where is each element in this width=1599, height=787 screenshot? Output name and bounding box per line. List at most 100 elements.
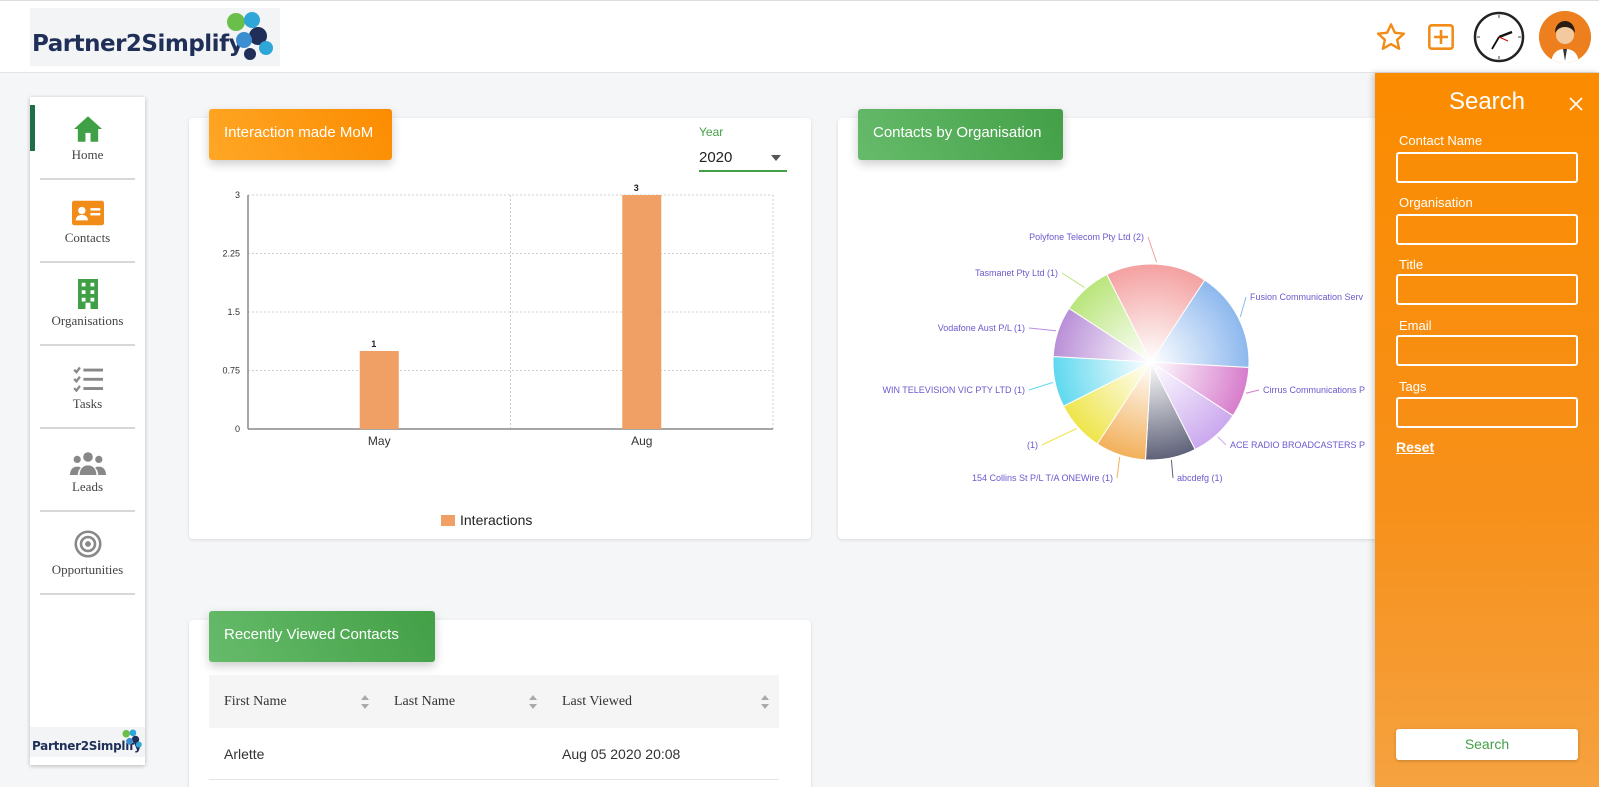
- title-input[interactable]: [1396, 274, 1578, 305]
- contact-name-label: Contact Name: [1399, 133, 1483, 148]
- clock-icon[interactable]: [1473, 11, 1525, 63]
- pie-slice-label: 154 Collins St P/L T/A ONEWire (1): [972, 473, 1113, 483]
- y-tick-label: 3: [235, 190, 240, 200]
- contact-name-input[interactable]: [1396, 152, 1578, 183]
- puzzle-logo-icon: [122, 729, 142, 748]
- year-label: Year: [699, 125, 724, 139]
- pie-slice[interactable]: [1150, 279, 1250, 369]
- interaction-chart-card: Interaction made MoM Year 2020 0 0.75 1.5 2…: [189, 109, 811, 539]
- x-tick-label: Aug: [631, 434, 652, 448]
- title-label: Title: [1399, 257, 1424, 272]
- year-value: 2020: [699, 149, 733, 166]
- column-label: Last Viewed: [562, 693, 633, 709]
- column-last-name[interactable]: Last Name: [379, 675, 547, 728]
- pie-slice-label: Vodafone Aust P/L (1): [938, 323, 1025, 333]
- pie-slice-label: ACE RADIO BROADCASTERS P: [1230, 440, 1365, 450]
- pie-slice-label: Polyfone Telecom Pty Ltd (2): [1029, 232, 1144, 242]
- sidebar-item-label: Contacts: [64, 230, 111, 245]
- email-input[interactable]: [1396, 335, 1578, 366]
- sort-icon[interactable]: [361, 695, 369, 709]
- pie-leader-line: [1028, 381, 1054, 391]
- sidebar-item-label: Tasks: [72, 396, 103, 411]
- organisation-input[interactable]: [1396, 214, 1578, 245]
- column-label: First Name: [224, 693, 287, 709]
- sidebar-item-home[interactable]: Home: [30, 97, 135, 180]
- recently-viewed-title: Recently Viewed Contacts: [209, 611, 435, 662]
- bar[interactable]: [359, 351, 399, 429]
- building-icon: [77, 279, 98, 309]
- pie-slice-label: WIN TELEVISION VIC PTY LTD (1): [882, 385, 1025, 395]
- bar-data-label: 1: [371, 339, 376, 349]
- search-panel: Search Contact Name Organisation Title E…: [1375, 73, 1599, 787]
- column-last-viewed[interactable]: Last Viewed: [547, 675, 779, 728]
- brand-name: Partner2Simplify: [32, 31, 244, 57]
- table-header: First Name Last Name Last Viewed: [209, 675, 779, 728]
- close-icon[interactable]: [1569, 96, 1583, 114]
- pie-leader-line: [1217, 436, 1227, 446]
- tags-label: Tags: [1399, 379, 1427, 394]
- sidebar-item-organisations[interactable]: Organisations: [40, 263, 135, 346]
- task-list-icon: [72, 366, 103, 392]
- favorites-star-icon[interactable]: [1373, 19, 1409, 55]
- pie-leader-line: [1041, 428, 1077, 446]
- target-icon: [73, 530, 102, 558]
- sidebar-brand-logo: Partner2Simplify: [30, 727, 145, 757]
- sidebar-item-tasks[interactable]: Tasks: [40, 346, 135, 429]
- pie-leader-line: [1170, 459, 1174, 479]
- cell-last-viewed: Aug 05 2020 20:08: [562, 745, 681, 762]
- add-box-icon[interactable]: [1423, 19, 1459, 55]
- legend-label: Interactions: [460, 512, 532, 528]
- pie-leader-line: [1147, 236, 1158, 263]
- pie-slice-label: Fusion Communication Serv: [1250, 292, 1364, 302]
- sidebar-item-label: Organisations: [51, 313, 124, 328]
- user-avatar[interactable]: [1539, 11, 1591, 63]
- search-button[interactable]: Search: [1396, 729, 1578, 760]
- sort-icon[interactable]: [529, 695, 537, 709]
- y-tick-label: 0.75: [222, 366, 240, 376]
- pie-slice-label: (1): [1027, 440, 1038, 450]
- sidebar-item-opportunities[interactable]: Opportunities: [40, 512, 135, 595]
- year-select[interactable]: 2020: [699, 143, 787, 172]
- pie-leader-line: [1061, 272, 1085, 288]
- cell-first-name: Arlette: [224, 745, 265, 762]
- bar-data-label: 3: [634, 183, 639, 193]
- brand-logo[interactable]: Partner2Simplify: [30, 8, 280, 66]
- table-row[interactable]: Arlette Aug 05 2020 20:08: [209, 728, 779, 780]
- interactions-bar-chart: 0 0.75 1.5 2.25 3 May Aug 1 3 Interactions: [222, 183, 774, 528]
- sort-icon[interactable]: [761, 695, 769, 709]
- column-first-name[interactable]: First Name: [209, 675, 379, 728]
- search-panel-title: Search: [1448, 88, 1526, 115]
- sidebar-item-label: Home: [71, 147, 104, 162]
- column-label: Last Name: [394, 693, 456, 709]
- sidebar-nav: Home Contacts Organisations Tasks Leads …: [30, 97, 145, 765]
- sidebar-item-contacts[interactable]: Contacts: [40, 180, 135, 263]
- interaction-card-title: Interaction made MoM: [209, 109, 392, 160]
- y-tick-label: 1.5: [227, 307, 240, 317]
- y-tick-label: 2.25: [222, 249, 240, 259]
- y-tick-label: 0: [235, 424, 240, 434]
- chevron-down-icon: [771, 155, 781, 161]
- bar[interactable]: [622, 195, 662, 429]
- contacts-pie-chart: Fusion Communication Serv Cirrus Communic…: [882, 232, 1365, 483]
- contact-card-icon: [71, 200, 104, 226]
- contacts-by-org-title: Contacts by Organisation: [858, 109, 1063, 160]
- contacts-by-org-card: Contacts by Organisation Fusion Communic…: [838, 109, 1438, 539]
- pie-leader-line: [1028, 327, 1057, 332]
- email-label: Email: [1399, 318, 1432, 333]
- pie-slice-label: Cirrus Communications P: [1263, 385, 1365, 395]
- sidebar-brand-name: Partner2Simplify: [32, 739, 142, 753]
- sidebar-item-label: Opportunities: [51, 562, 124, 577]
- people-group-icon: [69, 452, 106, 475]
- pie-slice[interactable]: [1106, 263, 1206, 363]
- sidebar-item-leads[interactable]: Leads: [40, 429, 135, 512]
- tags-input[interactable]: [1396, 397, 1578, 428]
- sidebar-item-label: Leads: [71, 479, 104, 494]
- legend-swatch: [441, 515, 455, 526]
- reset-link[interactable]: Reset: [1396, 439, 1435, 455]
- puzzle-logo-icon: [227, 12, 273, 60]
- pie-leader-line: [1116, 456, 1121, 479]
- top-bar: Partner2Simplify: [0, 0, 1599, 73]
- pie-slice-label: abcdefg (1): [1177, 473, 1223, 483]
- pie-leader-line: [1245, 389, 1260, 394]
- recent-contacts-table: First Name Last Name Last Viewed Arlette…: [209, 675, 779, 780]
